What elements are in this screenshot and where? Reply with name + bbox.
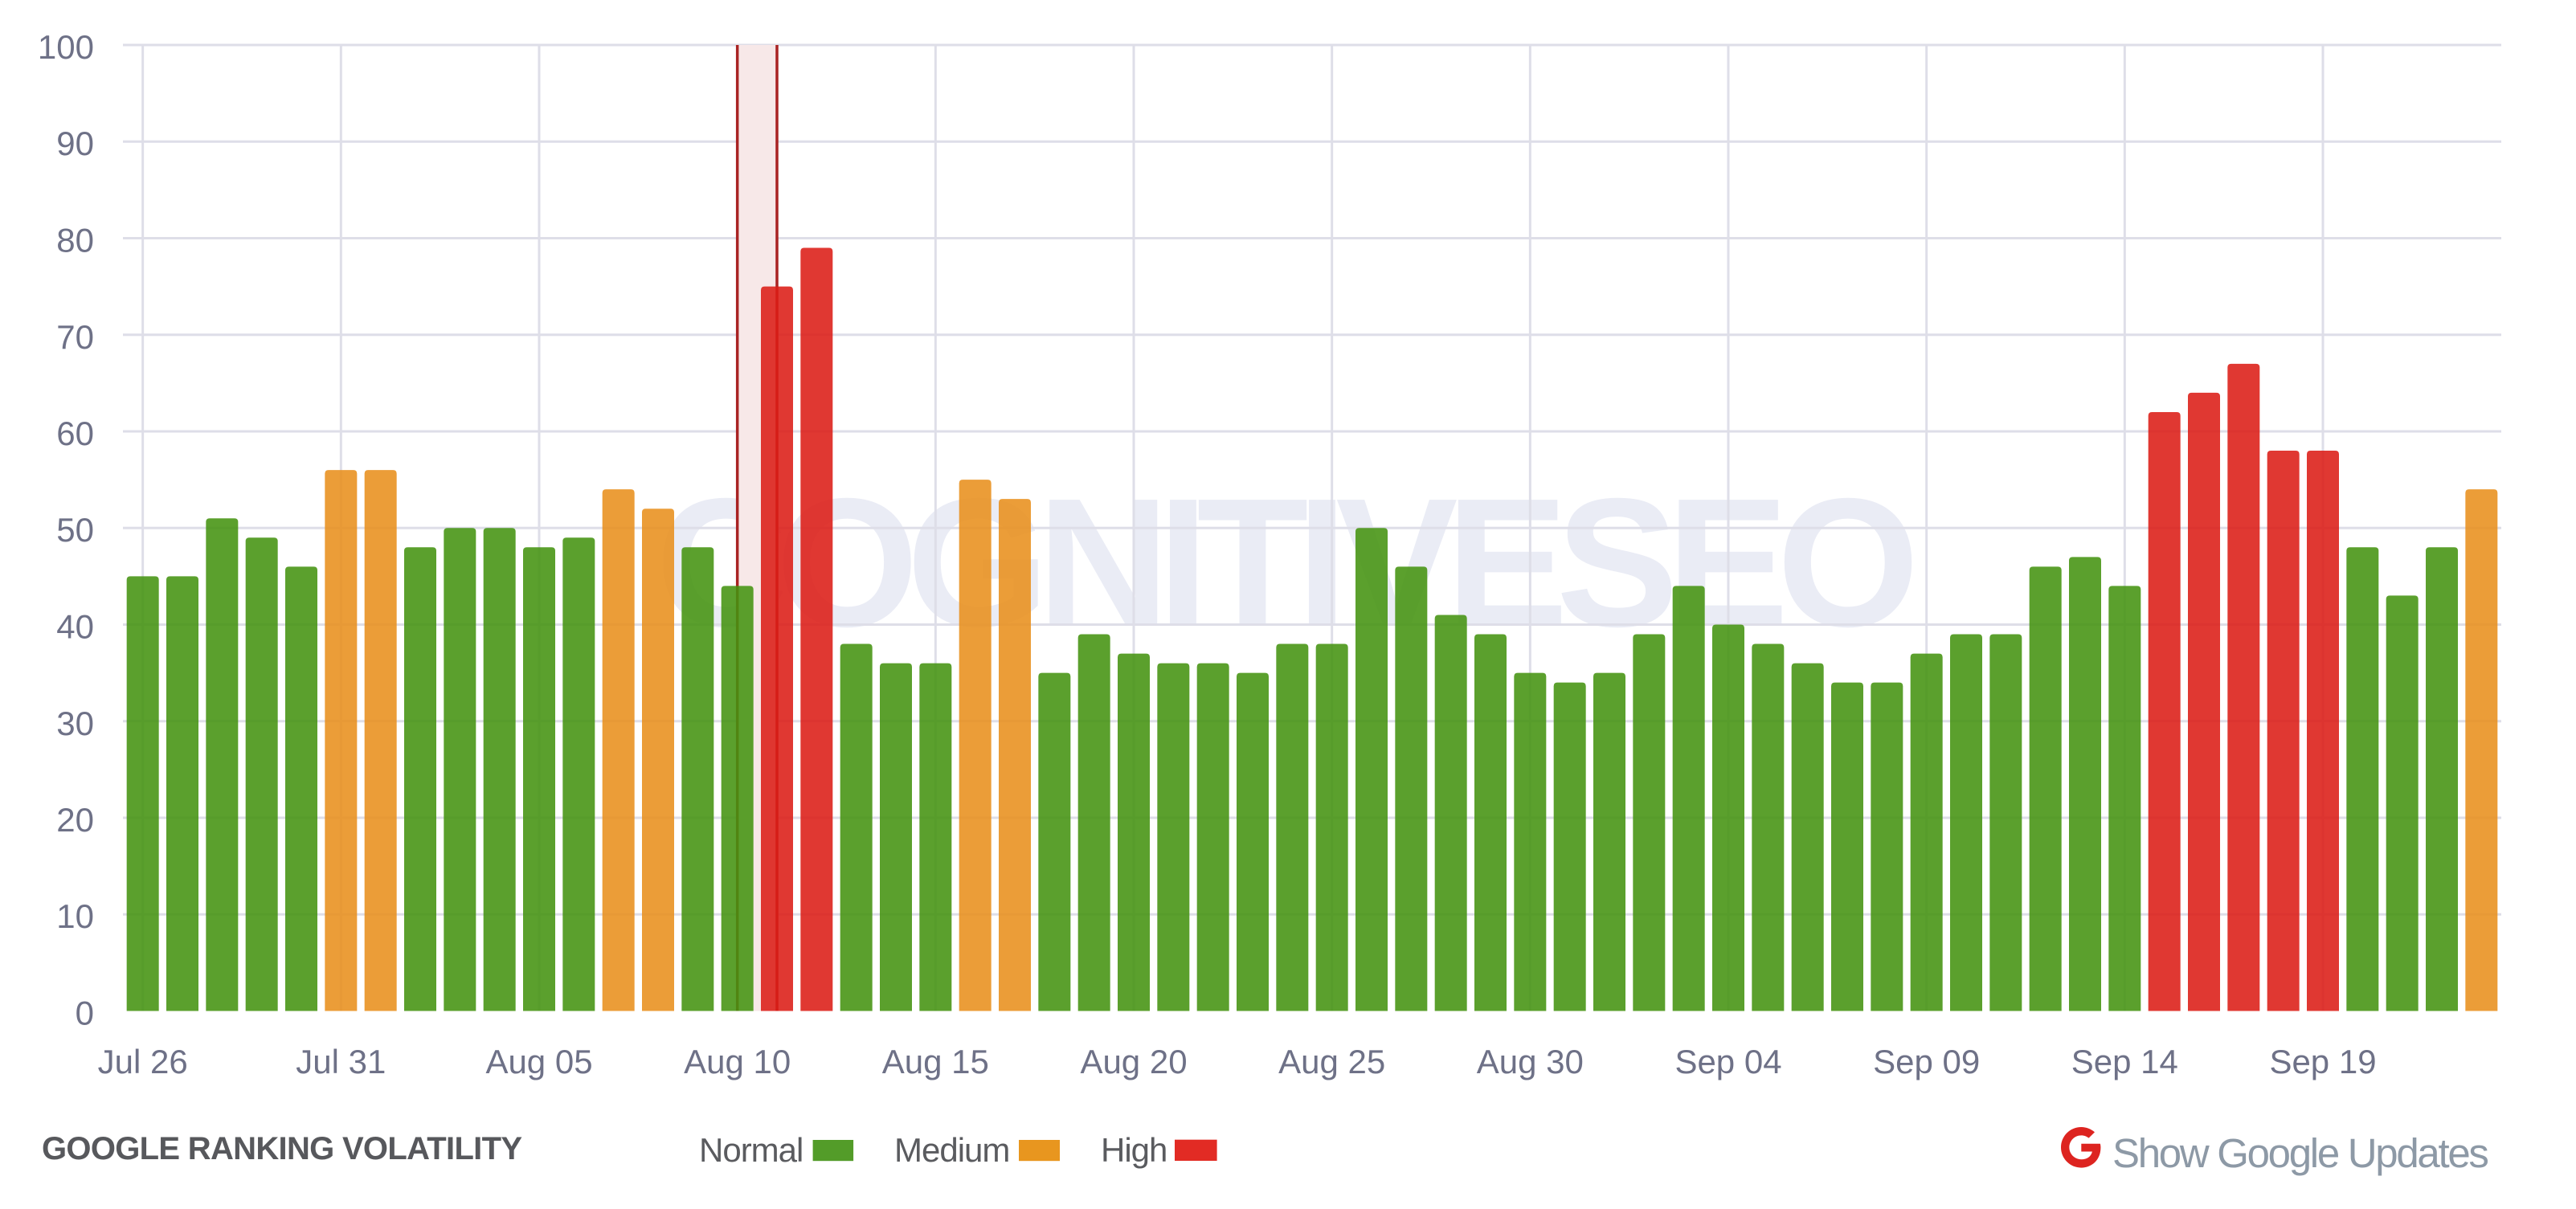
svg-text:50: 50: [56, 511, 94, 549]
svg-text:100: 100: [38, 28, 94, 66]
svg-text:Medium: Medium: [894, 1131, 1009, 1169]
svg-text:80: 80: [56, 222, 94, 259]
svg-text:Aug 30: Aug 30: [1477, 1043, 1584, 1080]
svg-text:Aug 05: Aug 05: [485, 1043, 592, 1080]
svg-text:10: 10: [56, 897, 94, 935]
svg-text:90: 90: [56, 125, 94, 162]
svg-text:Sep 04: Sep 04: [1674, 1043, 1781, 1080]
svg-text:Sep 19: Sep 19: [2269, 1043, 2376, 1080]
svg-text:GOOGLE RANKING VOLATILITY: GOOGLE RANKING VOLATILITY: [42, 1131, 522, 1166]
svg-text:40: 40: [56, 608, 94, 646]
svg-text:Aug 10: Aug 10: [684, 1043, 791, 1080]
svg-text:Jul 31: Jul 31: [296, 1043, 386, 1080]
svg-text:Aug 25: Aug 25: [1278, 1043, 1385, 1080]
svg-text:Sep 09: Sep 09: [1873, 1043, 1980, 1080]
svg-text:Aug 15: Aug 15: [882, 1043, 989, 1080]
svg-text:60: 60: [56, 415, 94, 452]
svg-text:High: High: [1101, 1131, 1167, 1169]
svg-text:Show Google Updates: Show Google Updates: [2112, 1130, 2488, 1176]
svg-text:20: 20: [56, 801, 94, 839]
svg-text:Sep 14: Sep 14: [2071, 1043, 2178, 1080]
svg-text:Normal: Normal: [699, 1131, 803, 1169]
svg-text:0: 0: [76, 995, 94, 1032]
svg-text:Jul 26: Jul 26: [98, 1043, 188, 1080]
svg-text:Aug 20: Aug 20: [1080, 1043, 1187, 1080]
svg-text:30: 30: [56, 705, 94, 742]
svg-text:70: 70: [56, 318, 94, 356]
